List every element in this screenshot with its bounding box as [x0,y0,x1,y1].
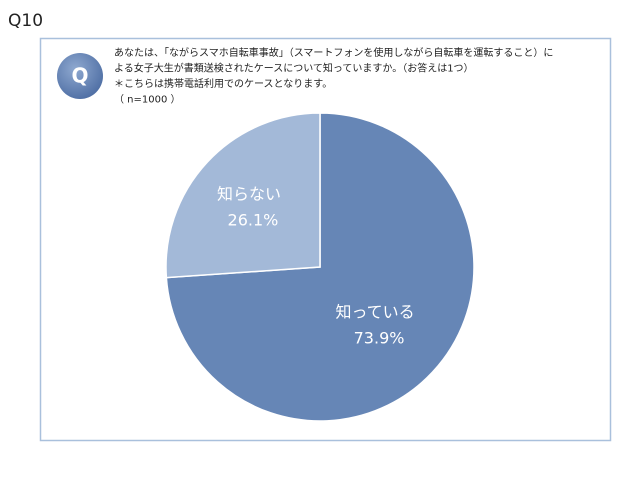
slice-value-label: 73.9% [354,328,405,347]
slice-label: 知っている [335,302,414,321]
slice-label: 知らない [217,185,281,204]
page-label: Q10 [8,11,43,31]
slice-value-label: 26.1% [228,211,279,230]
question-text: ＊こちらは携帯電話利用でのケースとなります。 [114,77,332,90]
pie-slice [165,112,321,279]
question-text: あなたは、「ながらスマホ自転車事故」（スマートフォンを使用しながら自転車を運転す… [114,46,553,59]
question-icon [57,53,103,99]
question-icon-label: Q [71,64,88,88]
question-text: よる女子大生が書類送検されたケースについて知っていますか。（お答えは1つ） [114,62,474,75]
question-text: （ n=1000 ） [114,94,181,106]
